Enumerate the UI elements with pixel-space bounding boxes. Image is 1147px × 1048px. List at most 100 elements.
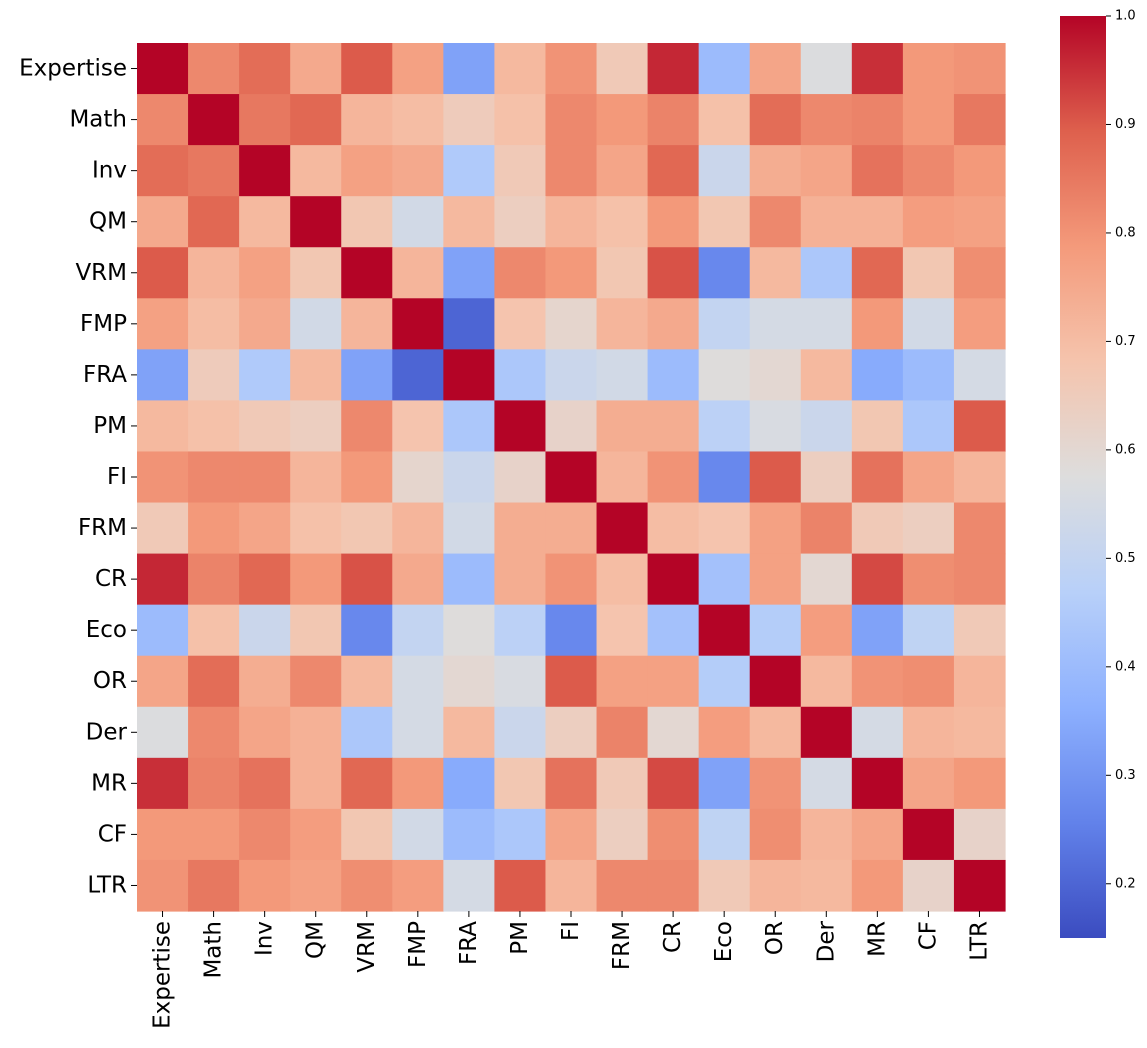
heatmap-cell-FRA-Der	[800, 349, 853, 402]
heatmap-cell-Der-VRM	[341, 706, 393, 759]
heatmap-cell-OR-QM	[290, 655, 342, 708]
heatmap-cell-Inv-MR	[851, 145, 904, 197]
heatmap-cell-OR-Expertise	[137, 655, 189, 708]
heatmap-cell-OR-Inv	[239, 655, 291, 708]
heatmap-cell-LTR-Der	[800, 859, 853, 912]
heatmap-cell-QM-CF	[902, 196, 955, 248]
heatmap-cell-PM-FRA	[443, 400, 496, 453]
heatmap-cell-Der-OR	[749, 706, 802, 759]
heatmap-cell-QM-Eco	[698, 196, 751, 248]
heatmap-cell-CR-Eco	[698, 553, 751, 606]
heatmap-cell-Eco-Math	[188, 604, 240, 657]
heatmap-cell-Inv-QM	[290, 145, 342, 197]
x-tick-label-PM: PM	[507, 921, 533, 955]
heatmap-cell-FMP-Eco	[698, 298, 751, 350]
heatmap-cell-FRM-PM	[494, 502, 547, 555]
heatmap-cell-QM-Math	[188, 196, 240, 248]
heatmap-cell-Expertise-FMP	[392, 43, 444, 95]
heatmap-cell-CF-Eco	[698, 808, 751, 861]
heatmap-cell-OR-OR	[749, 655, 802, 708]
heatmap-cell-PM-FI	[545, 400, 598, 453]
heatmap-cell-Eco-Eco	[698, 604, 751, 657]
heatmap-cell-FRM-OR	[749, 502, 802, 555]
heatmap-cell-Inv-VRM	[341, 145, 393, 197]
heatmap-cell-Eco-FMP	[392, 604, 444, 657]
heatmap-cell-Math-FMP	[392, 94, 444, 146]
heatmap-cell-FI-MR	[851, 451, 904, 504]
heatmap-cell-Der-FMP	[392, 706, 444, 759]
heatmap-cell-PM-Der	[800, 400, 853, 453]
heatmap-cell-FRM-FI	[545, 502, 598, 555]
heatmap-cell-MR-Math	[188, 757, 240, 810]
heatmap-cell-MR-FRM	[596, 757, 649, 810]
heatmap-cell-FI-Der	[800, 451, 853, 504]
colorbar: 0.2 0.3 0.4 0.5 0.6 0.7 0.8 0.9 1.0	[1060, 9, 1136, 938]
heatmap-cell-CF-VRM	[341, 808, 393, 861]
heatmap-cell-OR-CF	[902, 655, 955, 708]
heatmap-cell-OR-LTR	[953, 655, 1006, 708]
heatmap-cell-Inv-Inv	[239, 145, 291, 197]
heatmap-cell-PM-Inv	[239, 400, 291, 453]
heatmap-cell-MR-FI	[545, 757, 598, 810]
heatmap-cell-FRA-MR	[851, 349, 904, 402]
heatmap-cell-MR-OR	[749, 757, 802, 810]
heatmap-cell-Der-FRA	[443, 706, 496, 759]
heatmap-cell-VRM-MR	[851, 247, 904, 299]
heatmap-cell-FRA-VRM	[341, 349, 393, 402]
heatmap-cell-CR-Inv	[239, 553, 291, 606]
heatmap-cell-Der-PM	[494, 706, 547, 759]
heatmap-cell-FI-Eco	[698, 451, 751, 504]
x-axis-tick-labels: Expertise Math Inv QM VRM FMP FRA PM FI FRM CR Eco O…	[150, 911, 992, 1029]
heatmap-cell-CR-OR	[749, 553, 802, 606]
heatmap-cell-Der-LTR	[953, 706, 1006, 759]
heatmap-cell-PM-OR	[749, 400, 802, 453]
heatmap-cell-CR-PM	[494, 553, 547, 606]
heatmap-cell-OR-FI	[545, 655, 598, 708]
heatmap-cell-Eco-PM	[494, 604, 547, 657]
heatmap-cell-VRM-FRA	[443, 247, 496, 299]
heatmap-cell-MR-FRA	[443, 757, 496, 810]
heatmap-cell-QM-OR	[749, 196, 802, 248]
heatmap-cell-QM-FRM	[596, 196, 649, 248]
heatmap-cell-VRM-VRM	[341, 247, 393, 299]
heatmap-cell-CR-Der	[800, 553, 853, 606]
colorbar-gradient	[1060, 16, 1106, 938]
heatmap-cell-Der-Expertise	[137, 706, 189, 759]
heatmap-cell-FRA-FMP	[392, 349, 444, 402]
heatmap-cell-CR-CR	[647, 553, 700, 606]
y-tick-label-FI: FI	[107, 464, 127, 490]
heatmap-cell-FMP-FI	[545, 298, 598, 350]
heatmap-cell-Eco-VRM	[341, 604, 393, 657]
heatmap-cell-CF-CF	[902, 808, 955, 861]
heatmap-cell-Inv-FRM	[596, 145, 649, 197]
heatmap-cell-QM-QM	[290, 196, 342, 248]
heatmap-cell-OR-PM	[494, 655, 547, 708]
x-tick-label-CF: CF	[915, 921, 941, 950]
heatmap-cell-MR-LTR	[953, 757, 1006, 810]
heatmap-cell-Math-Der	[800, 94, 853, 146]
heatmap-cell-MR-Der	[800, 757, 853, 810]
heatmap-cell-Eco-CF	[902, 604, 955, 657]
heatmap-cell-LTR-Expertise	[137, 859, 189, 912]
heatmap-cell-CR-Math	[188, 553, 240, 606]
heatmap-cell-QM-MR	[851, 196, 904, 248]
heatmap-cell-LTR-PM	[494, 859, 547, 912]
heatmap-cell-Expertise-Expertise	[137, 43, 189, 95]
heatmap-cell-Inv-PM	[494, 145, 547, 197]
heatmap-cell-VRM-Expertise	[137, 247, 189, 299]
heatmap-cell-Expertise-FI	[545, 43, 598, 95]
x-tick-label-FI: FI	[558, 921, 584, 941]
heatmap-cell-FRA-Eco	[698, 349, 751, 402]
heatmap-cell-PM-PM	[494, 400, 547, 453]
heatmap-cell-FRA-Expertise	[137, 349, 189, 402]
heatmap-cell-FI-VRM	[341, 451, 393, 504]
heatmap-cell-CR-FRA	[443, 553, 496, 606]
heatmap-cell-Math-CF	[902, 94, 955, 146]
heatmap-cell-CR-VRM	[341, 553, 393, 606]
heatmap-cell-LTR-LTR	[953, 859, 1006, 912]
heatmap-cell-VRM-Inv	[239, 247, 291, 299]
heatmap-cell-LTR-VRM	[341, 859, 393, 912]
heatmap-cell-FI-OR	[749, 451, 802, 504]
heatmap-cell-FRM-FRA	[443, 502, 496, 555]
heatmap-cell-CF-QM	[290, 808, 342, 861]
